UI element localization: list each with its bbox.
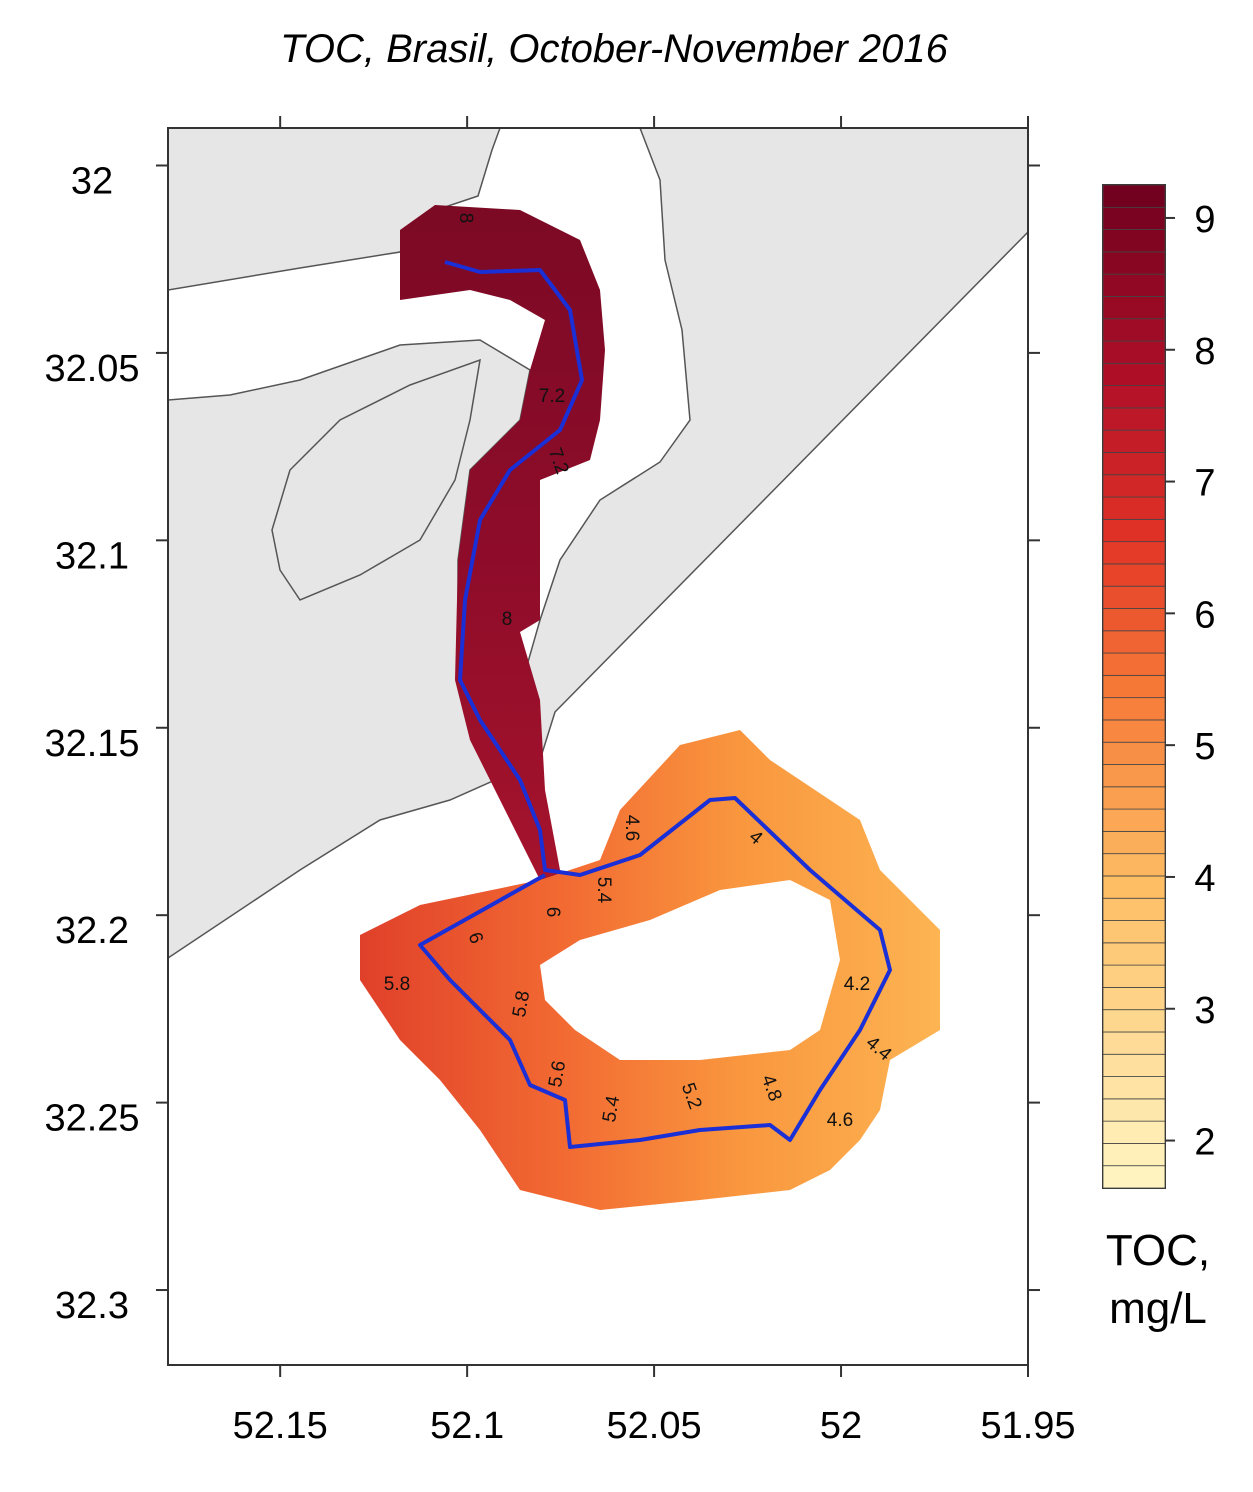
colorbar-stripe bbox=[1102, 251, 1166, 275]
map-frame bbox=[167, 127, 1029, 1366]
colorbar-stripe bbox=[1102, 764, 1166, 788]
contour-label: 7.2 bbox=[539, 386, 565, 407]
colorbar-stripe bbox=[1102, 964, 1166, 988]
colorbar-stripe bbox=[1102, 585, 1166, 609]
survey-track bbox=[418, 260, 892, 1149]
colorbar-stripe bbox=[1102, 362, 1166, 386]
colorbar-stripe bbox=[1102, 407, 1166, 431]
colorbar-stripe bbox=[1102, 385, 1166, 409]
colorbar-stripe bbox=[1102, 1053, 1166, 1077]
colorbar-stripe bbox=[1102, 830, 1166, 855]
contour-label: 5.8 bbox=[509, 989, 534, 1019]
y-tick-label: 32.15 bbox=[44, 723, 139, 765]
x-tick-label: 52.1 bbox=[430, 1405, 504, 1447]
contour-label: 5.6 bbox=[545, 1059, 570, 1089]
contour-label: 4.6 bbox=[827, 1110, 853, 1131]
map-title: TOC, Brasil, October-November 2016 bbox=[280, 27, 948, 71]
colorbar-stripe bbox=[1102, 608, 1166, 632]
contour-label: 4.6 bbox=[621, 815, 642, 841]
colorbar-stripe bbox=[1102, 853, 1166, 877]
colorbar-stripe bbox=[1102, 1165, 1166, 1189]
x-tick-label: 52.05 bbox=[607, 1405, 702, 1447]
colorbar bbox=[1102, 184, 1166, 1189]
contour-label: 5.4 bbox=[599, 1094, 624, 1124]
colorbar-tick-label: 8 bbox=[1194, 331, 1215, 373]
contour-label: 5.8 bbox=[384, 974, 410, 995]
x-tick-label: 51.95 bbox=[980, 1405, 1075, 1447]
colorbar-stripe bbox=[1102, 206, 1166, 230]
colorbar-stripe bbox=[1102, 674, 1166, 699]
contour-label: 5.4 bbox=[593, 877, 614, 904]
colorbar-stripe bbox=[1102, 340, 1166, 364]
y-tick-label: 32.25 bbox=[44, 1098, 139, 1140]
y-tick-label: 32.1 bbox=[55, 535, 129, 577]
colorbar-stripe bbox=[1102, 808, 1166, 832]
map-area bbox=[168, 128, 1028, 1365]
colorbar-stripe bbox=[1102, 296, 1166, 320]
toc-river bbox=[400, 205, 605, 910]
island bbox=[271, 358, 481, 601]
y-tick-label: 32.3 bbox=[55, 1285, 129, 1327]
y-tick-label: 32 bbox=[71, 160, 113, 202]
colorbar-stripe bbox=[1102, 474, 1166, 498]
x-tick-label: 52.15 bbox=[233, 1405, 328, 1447]
colorbar-tick-label: 9 bbox=[1194, 199, 1215, 241]
y-tick-label: 32.05 bbox=[44, 348, 139, 390]
colorbar-stripe bbox=[1102, 541, 1166, 565]
contour-label: 8 bbox=[455, 213, 476, 224]
colorbar-tick-label: 3 bbox=[1194, 990, 1215, 1032]
colorbar-stripe bbox=[1102, 920, 1166, 944]
colorbar-stripe bbox=[1102, 719, 1166, 743]
colorbar-stripe bbox=[1102, 741, 1166, 765]
colorbar-label: TOC, bbox=[1106, 1226, 1210, 1275]
colorbar-stripe bbox=[1102, 318, 1166, 342]
colorbar-stripe bbox=[1102, 786, 1166, 810]
colorbar-stripe bbox=[1102, 496, 1166, 520]
contour-label: 4.2 bbox=[844, 974, 870, 995]
colorbar-stripe bbox=[1102, 518, 1166, 543]
colorbar-tick-label: 2 bbox=[1194, 1122, 1215, 1164]
colorbar-tick-label: 7 bbox=[1194, 463, 1215, 505]
colorbar-stripe bbox=[1102, 630, 1166, 654]
contour-label: 8 bbox=[502, 609, 513, 630]
colorbar-stripe bbox=[1102, 697, 1166, 721]
colorbar-stripe bbox=[1102, 1009, 1166, 1033]
colorbar-stripe bbox=[1102, 1076, 1166, 1100]
toc-bay bbox=[360, 730, 940, 1210]
colorbar-stripe bbox=[1102, 452, 1166, 476]
colorbar-stripe bbox=[1102, 987, 1166, 1011]
colorbar-stripe bbox=[1102, 1120, 1166, 1144]
colorbar-stripe bbox=[1102, 1143, 1166, 1167]
colorbar-stripe bbox=[1102, 1098, 1166, 1122]
x-tick-label: 52 bbox=[820, 1405, 862, 1447]
colorbar-stripe bbox=[1102, 229, 1166, 253]
colorbar-tick-label: 4 bbox=[1194, 858, 1215, 900]
colorbar-stripe bbox=[1102, 652, 1166, 676]
colorbar-stripe bbox=[1102, 942, 1166, 966]
colorbar-stripe bbox=[1102, 184, 1166, 208]
colorbar-stripe bbox=[1102, 563, 1166, 587]
colorbar-stripe bbox=[1102, 429, 1166, 453]
y-tick-label: 32.2 bbox=[55, 910, 129, 952]
colorbar-stripe bbox=[1102, 897, 1166, 921]
colorbar-stripe bbox=[1102, 273, 1166, 297]
colorbar-tick-label: 6 bbox=[1194, 594, 1215, 636]
colorbar-tick-label: 5 bbox=[1194, 726, 1215, 768]
colorbar-stripe bbox=[1102, 1031, 1166, 1055]
colorbar-label: mg/L bbox=[1109, 1284, 1207, 1333]
colorbar-stripe bbox=[1102, 875, 1166, 899]
contour-label: 6 bbox=[542, 907, 563, 918]
